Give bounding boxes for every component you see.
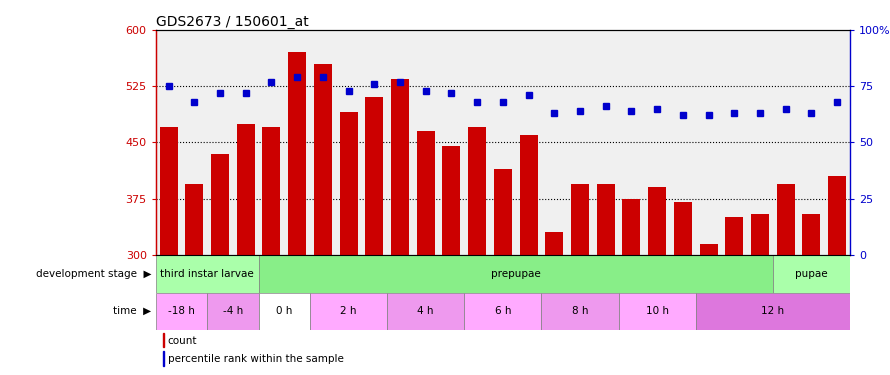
Bar <box>520 135 538 255</box>
Bar <box>288 53 306 255</box>
Bar <box>259 255 773 292</box>
Text: 0 h: 0 h <box>276 306 293 316</box>
Bar <box>365 98 384 255</box>
Bar <box>442 146 460 255</box>
Bar <box>468 128 486 255</box>
Text: 4 h: 4 h <box>417 306 434 316</box>
Bar <box>465 292 541 330</box>
Bar <box>163 333 165 347</box>
Bar <box>700 244 717 255</box>
Text: 12 h: 12 h <box>761 306 784 316</box>
Bar <box>619 292 696 330</box>
Bar <box>828 176 846 255</box>
Text: development stage  ▶: development stage ▶ <box>36 269 151 279</box>
Text: 10 h: 10 h <box>645 306 668 316</box>
Bar <box>648 188 666 255</box>
Bar <box>773 255 850 292</box>
Bar <box>494 169 512 255</box>
Text: count: count <box>167 336 198 345</box>
Bar <box>263 128 280 255</box>
Bar <box>387 292 465 330</box>
Bar <box>725 217 743 255</box>
Bar <box>156 255 259 292</box>
Text: time  ▶: time ▶ <box>113 306 151 316</box>
Bar <box>163 351 165 366</box>
Text: 6 h: 6 h <box>495 306 511 316</box>
Bar <box>751 214 769 255</box>
Bar <box>596 184 615 255</box>
Bar <box>674 202 692 255</box>
Text: 8 h: 8 h <box>571 306 588 316</box>
Bar <box>259 292 310 330</box>
Text: 2 h: 2 h <box>340 306 357 316</box>
Text: percentile rank within the sample: percentile rank within the sample <box>167 354 344 364</box>
Bar <box>417 131 434 255</box>
Bar <box>207 292 259 330</box>
Bar <box>314 64 332 255</box>
Bar <box>391 79 409 255</box>
Bar <box>777 184 795 255</box>
Text: pupae: pupae <box>795 269 828 279</box>
Bar <box>159 128 178 255</box>
Bar <box>803 214 821 255</box>
Bar <box>571 184 589 255</box>
Text: third instar larvae: third instar larvae <box>160 269 254 279</box>
Bar <box>622 199 641 255</box>
Bar <box>340 112 358 255</box>
Bar <box>310 292 387 330</box>
Bar <box>546 232 563 255</box>
Bar <box>156 292 207 330</box>
Bar <box>237 124 255 255</box>
Bar <box>696 292 850 330</box>
Bar <box>211 154 229 255</box>
Text: -18 h: -18 h <box>168 306 195 316</box>
Text: -4 h: -4 h <box>222 306 243 316</box>
Bar <box>541 292 619 330</box>
Bar <box>185 184 203 255</box>
Text: prepupae: prepupae <box>490 269 540 279</box>
Text: GDS2673 / 150601_at: GDS2673 / 150601_at <box>156 15 309 29</box>
